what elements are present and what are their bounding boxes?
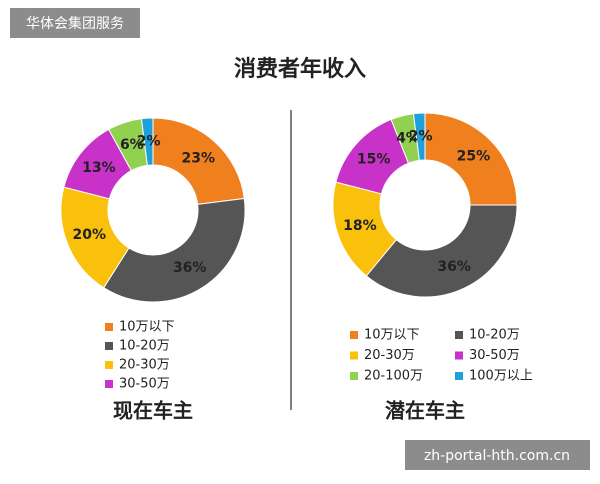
legend-swatch xyxy=(455,372,463,380)
legend-label: 10-20万 xyxy=(119,339,170,354)
data-label: 15% xyxy=(357,152,391,168)
data-label: 13% xyxy=(82,160,116,176)
legend-swatch xyxy=(105,323,113,331)
legend-swatch xyxy=(105,361,113,369)
donut-slice xyxy=(103,197,246,303)
data-label: 36% xyxy=(437,259,471,275)
legend-label: 30-50万 xyxy=(469,348,520,363)
data-label: 2% xyxy=(409,129,433,145)
legend-label: 20-30万 xyxy=(119,358,170,373)
watermark-box xyxy=(10,8,140,38)
donut-slice xyxy=(365,204,518,298)
main-title: 消费者年收入 xyxy=(234,56,366,82)
legend-label: 10-20万 xyxy=(469,328,520,343)
donut-slice xyxy=(412,112,426,161)
legend-swatch xyxy=(455,351,463,360)
legend-swatch xyxy=(105,342,113,350)
legend-label: 20-100万 xyxy=(364,369,423,384)
data-label: 6% xyxy=(120,137,144,153)
legend-swatch xyxy=(455,331,463,339)
donut-slice xyxy=(140,117,154,166)
footer-box xyxy=(405,440,590,470)
data-label: 4% xyxy=(396,131,420,147)
legend-label: 30-50万 xyxy=(119,377,170,392)
legend-swatch xyxy=(350,351,358,360)
legend-label: 10万以下 xyxy=(119,320,175,335)
legend-label: 10万以下 xyxy=(364,328,420,343)
donut-slice xyxy=(424,112,518,206)
legend-swatch xyxy=(350,372,358,380)
data-label: 2% xyxy=(137,134,161,150)
data-label: 20% xyxy=(73,227,107,243)
legend-label: 20-30万 xyxy=(364,348,415,363)
chart-title: 现在车主 xyxy=(113,399,193,423)
chart-title: 潜在车主 xyxy=(385,399,465,423)
data-label: 18% xyxy=(343,218,377,234)
data-label: 36% xyxy=(173,260,207,276)
data-label: 25% xyxy=(457,149,491,165)
donut-slice xyxy=(152,117,245,205)
legend-swatch xyxy=(105,380,113,388)
data-label: 23% xyxy=(182,151,216,167)
legend-label: 100万以上 xyxy=(469,369,533,384)
watermark: 华体会集团服务 xyxy=(26,15,124,32)
legend-swatch xyxy=(350,331,358,339)
footer: zh-portal-hth.com.cn xyxy=(424,448,570,464)
